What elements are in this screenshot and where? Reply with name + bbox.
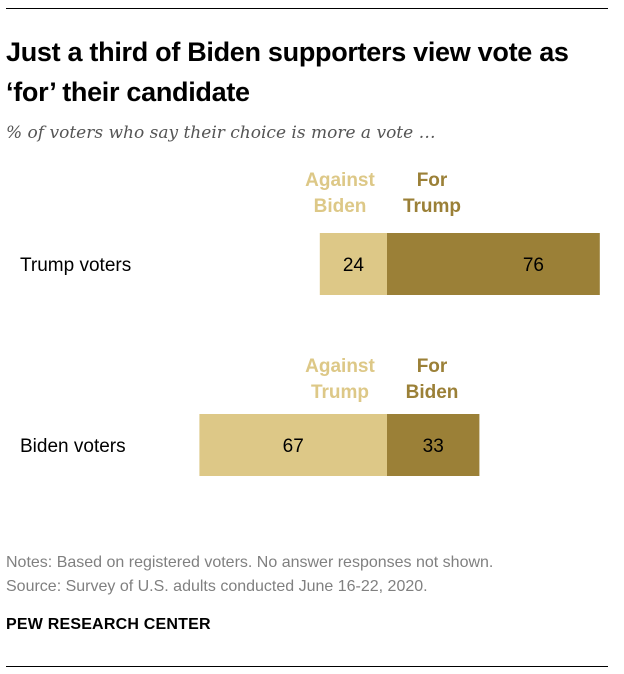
for-bar-biden-voters	[387, 414, 480, 476]
against-bar-trump-voters	[319, 233, 387, 295]
chart-title: Just a third of Biden supporters view vo…	[6, 37, 569, 107]
notes-text: Notes: Based on registered voters. No an…	[6, 554, 494, 571]
top-rule	[6, 8, 608, 9]
against-bar-biden-voters	[199, 414, 387, 476]
pew-credit: PEW RESEARCH CENTER	[6, 616, 211, 633]
chart-subtitle: % of voters who say their choice is more…	[6, 123, 436, 143]
for-value-trump-voters: 76	[523, 255, 544, 276]
category-label-trump-voters: Trump voters	[20, 255, 131, 276]
against-header-biden-voters: Against	[305, 356, 375, 377]
against-header-trump-voters: Against	[305, 170, 375, 191]
for-header-trump-voters: Trump	[403, 196, 461, 217]
for-header-biden-voters: For	[417, 356, 448, 377]
source-text: Source: Survey of U.S. adults conducted …	[6, 578, 428, 595]
category-label-biden-voters: Biden voters	[20, 436, 126, 457]
for-header-biden-voters: Biden	[406, 382, 459, 403]
for-bar-trump-voters	[387, 233, 600, 295]
against-header-trump-voters: Biden	[314, 196, 367, 217]
against-value-biden-voters: 67	[283, 436, 304, 457]
against-header-biden-voters: Trump	[311, 382, 369, 403]
for-header-trump-voters: For	[417, 170, 448, 191]
bottom-rule	[6, 666, 608, 667]
diverging-bar-chart: Against For Biden Trump Trump voters 24 76 Agai…	[20, 170, 600, 476]
against-value-trump-voters: 24	[343, 255, 365, 276]
for-value-biden-voters: 33	[423, 436, 444, 457]
notes-block: Notes: Based on registered voters. No an…	[6, 551, 493, 599]
